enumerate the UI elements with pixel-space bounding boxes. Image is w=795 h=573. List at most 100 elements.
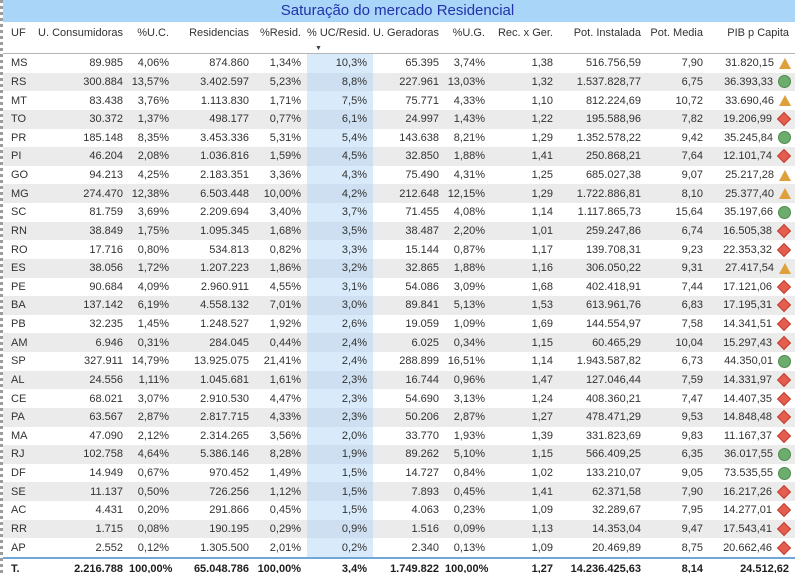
cell-pib-p-capita[interactable]: 22.353,32 (709, 240, 795, 259)
table-row[interactable]: DF 14.949 0,67% 970.452 1,49% 1,5% 14.72… (3, 463, 795, 483)
cell-pot-instalada[interactable]: 1.537.828,77 (576, 75, 641, 88)
cell-pct-ug[interactable]: 2,87% (453, 411, 485, 424)
cell-pib-p-capita[interactable]: 33.690,46 (709, 91, 795, 110)
cell-pct-ug[interactable]: 5,10% (453, 448, 485, 461)
cell-residencias[interactable]: 2.817.715 (200, 411, 249, 424)
cell-uf[interactable]: SE (11, 485, 26, 498)
cell-uf[interactable]: SP (11, 355, 26, 368)
cell-pct-resid[interactable]: 1,59% (269, 150, 301, 163)
cell-residencias[interactable]: 2.314.265 (200, 429, 249, 442)
cell-geradoras[interactable]: 33.770 (405, 429, 439, 442)
column-header-rec-x-ger[interactable]: Rec. x Ger. (491, 22, 559, 54)
cell-pct-resid[interactable]: 21,41% (263, 355, 301, 368)
cell-residencias[interactable]: 726.256 (209, 485, 249, 498)
cell-pct-resid[interactable]: 0,44% (269, 336, 301, 349)
cell-pct-uc-resid[interactable]: 1,5% (307, 501, 373, 520)
cell-pct-ug[interactable]: 4,08% (453, 206, 485, 219)
cell-pot-media[interactable]: 8,75 (681, 541, 703, 554)
cell-pct-uc-resid[interactable]: 2,6% (307, 314, 373, 334)
cell-pot-media[interactable]: 6,83 (681, 299, 703, 312)
cell-pct-uc[interactable]: 2,08% (137, 150, 169, 163)
cell-pct-uc[interactable]: 4,06% (137, 57, 169, 70)
cell-geradoras[interactable]: 32.850 (405, 150, 439, 163)
cell-pct-uc-resid[interactable]: 1,5% (307, 463, 373, 483)
cell-pct-uc-resid[interactable]: 3,1% (307, 277, 373, 297)
cell-pct-resid[interactable]: 10,00% (263, 187, 301, 200)
cell-pib-p-capita[interactable]: 36.393,33 (709, 73, 795, 92)
cell-consumidoras[interactable]: 46.204 (89, 150, 123, 163)
cell-geradoras[interactable]: 50.206 (405, 411, 439, 424)
cell-pot-instalada[interactable]: 20.469,89 (592, 541, 641, 554)
cell-pot-instalada[interactable]: 566.409,25 (585, 448, 641, 461)
column-header-geradoras[interactable]: U. Geradoras (373, 22, 445, 54)
cell-pct-ug[interactable]: 1,09% (453, 318, 485, 331)
table-row[interactable]: TO 30.372 1,37% 498.177 0,77% 6,1% 24.99… (3, 109, 795, 129)
cell-pot-instalada[interactable]: 408.360,21 (585, 392, 641, 405)
cell-pot-media[interactable]: 9,83 (681, 429, 703, 442)
cell-pct-uc[interactable]: 14,79% (131, 355, 169, 368)
cell-consumidoras[interactable]: 300.884 (83, 75, 123, 88)
cell-rec-x-ger[interactable]: 1,14 (531, 206, 553, 219)
cell-residencias[interactable]: 190.195 (209, 522, 249, 535)
cell-pot-instalada[interactable]: 478.471,29 (585, 411, 641, 424)
cell-residencias[interactable]: 874.860 (209, 57, 249, 70)
cell-consumidoras[interactable]: 327.911 (84, 355, 123, 368)
cell-residencias[interactable]: 970.452 (209, 467, 249, 480)
cell-pct-resid[interactable]: 8,28% (269, 448, 301, 461)
cell-consumidoras[interactable]: 89.985 (89, 57, 123, 70)
cell-pib-p-capita[interactable]: 19.206,99 (709, 110, 795, 129)
cell-geradoras[interactable]: 227.961 (399, 75, 439, 88)
cell-rec-x-ger[interactable]: 1,53 (531, 299, 553, 312)
cell-pot-media[interactable]: 7,58 (681, 318, 703, 331)
cell-pot-media[interactable]: 7,82 (681, 113, 703, 126)
cell-pot-media[interactable]: 10,04 (675, 336, 703, 349)
cell-pct-uc-resid[interactable]: 2,4% (307, 352, 373, 371)
cell-pct-uc-resid[interactable]: 3,2% (307, 258, 373, 278)
cell-pot-media[interactable]: 10,72 (675, 94, 703, 107)
cell-consumidoras[interactable]: 68.021 (89, 392, 123, 405)
cell-uf[interactable]: RR (11, 522, 27, 535)
table-row[interactable]: PI 46.204 2,08% 1.036.816 1,59% 4,5% 32.… (3, 147, 795, 166)
cell-pct-uc-resid[interactable]: 1,9% (307, 445, 373, 464)
cell-uf[interactable]: AL (11, 373, 25, 386)
cell-pib-p-capita[interactable]: 27.417,54 (709, 259, 795, 278)
cell-pct-resid[interactable]: 5,31% (269, 131, 301, 144)
cell-pct-ug[interactable]: 16,51% (447, 355, 485, 368)
table-row[interactable]: BA 137.142 6,19% 4.558.132 7,01% 3,0% 89… (3, 296, 795, 315)
cell-pct-uc-resid[interactable]: 3,5% (307, 221, 373, 241)
cell-pot-instalada[interactable]: 14.353,04 (592, 522, 641, 535)
cell-pot-instalada[interactable]: 685.027,38 (585, 169, 641, 182)
table-row[interactable]: SP 327.911 14,79% 13.925.075 21,41% 2,4%… (3, 352, 795, 371)
cell-consumidoras[interactable]: 4.431 (95, 504, 123, 517)
cell-rec-x-ger[interactable]: 1,29 (531, 187, 553, 200)
cell-geradoras[interactable]: 89.841 (405, 299, 439, 312)
cell-geradoras[interactable]: 15.144 (405, 243, 439, 256)
cell-residencias[interactable]: 3.453.336 (200, 131, 249, 144)
table-row[interactable]: AP 2.552 0,12% 1.305.500 2,01% 0,2% 2.34… (3, 538, 795, 558)
cell-rec-x-ger[interactable]: 1,01 (531, 224, 553, 237)
cell-pct-resid[interactable]: 1,71% (269, 94, 301, 107)
cell-geradoras[interactable]: 75.771 (405, 94, 439, 107)
cell-pct-uc[interactable]: 12,38% (131, 187, 169, 200)
cell-uf[interactable]: AP (11, 541, 26, 554)
cell-uf[interactable]: PA (11, 411, 25, 424)
cell-pct-uc-resid[interactable]: 4,5% (307, 147, 373, 166)
cell-pct-resid[interactable]: 1,49% (269, 467, 301, 480)
cell-uf[interactable]: RJ (11, 448, 25, 461)
column-header-pct-uc-resid[interactable]: % UC/Resid. ▼ (307, 22, 373, 54)
cell-pot-instalada[interactable]: 259.247,86 (585, 224, 641, 237)
cell-pot-media[interactable]: 6,35 (681, 448, 703, 461)
cell-geradoras[interactable]: 14.727 (405, 467, 439, 480)
cell-pct-uc[interactable]: 3,76% (137, 94, 169, 107)
cell-rec-x-ger[interactable]: 1,24 (531, 392, 553, 405)
cell-geradoras[interactable]: 75.490 (405, 169, 439, 182)
cell-pib-p-capita[interactable]: 14.407,35 (709, 389, 795, 408)
cell-uf[interactable]: MG (11, 187, 29, 200)
cell-consumidoras[interactable]: 1.715 (95, 522, 123, 535)
cell-pct-uc[interactable]: 2,87% (137, 411, 169, 424)
cell-pct-ug[interactable]: 0,84% (453, 467, 485, 480)
cell-pot-media[interactable]: 9,07 (681, 169, 703, 182)
cell-geradoras[interactable]: 24.997 (405, 113, 439, 126)
cell-pot-instalada[interactable]: 1.352.578,22 (576, 131, 641, 144)
cell-pct-ug[interactable]: 12,15% (447, 187, 485, 200)
